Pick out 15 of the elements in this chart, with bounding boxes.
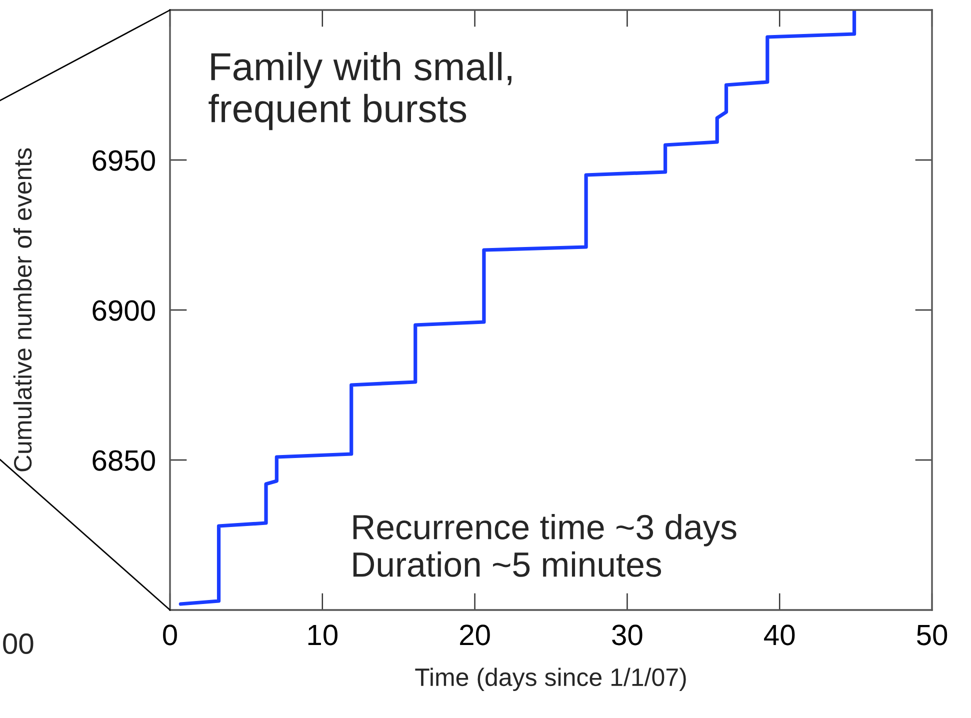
annotation: Family with small, frequent bursts bbox=[208, 52, 512, 130]
y-axis-title: Cumulative number of events bbox=[13, 148, 32, 472]
x-tick-label: 10 bbox=[308, 624, 338, 646]
line-series bbox=[178, 10, 856, 606]
y-tick-label: 6850 bbox=[92, 450, 155, 471]
y-tick-label: 6900 bbox=[92, 300, 155, 321]
x-tick-label: 40 bbox=[764, 624, 795, 646]
x-tick-label: 30 bbox=[612, 624, 642, 646]
annotation: Recurrence time ~3 days Duration ~5 minutes bbox=[353, 514, 736, 577]
text: 00 bbox=[3, 633, 34, 654]
x-tick-label: 50 bbox=[916, 624, 948, 646]
x-tick-label: 0 bbox=[163, 624, 177, 646]
x-axis-title: Time (days since 1/1/07) bbox=[415, 668, 686, 692]
y-tick-label: 6950 bbox=[92, 150, 155, 171]
x-tick-label: 20 bbox=[460, 624, 490, 646]
